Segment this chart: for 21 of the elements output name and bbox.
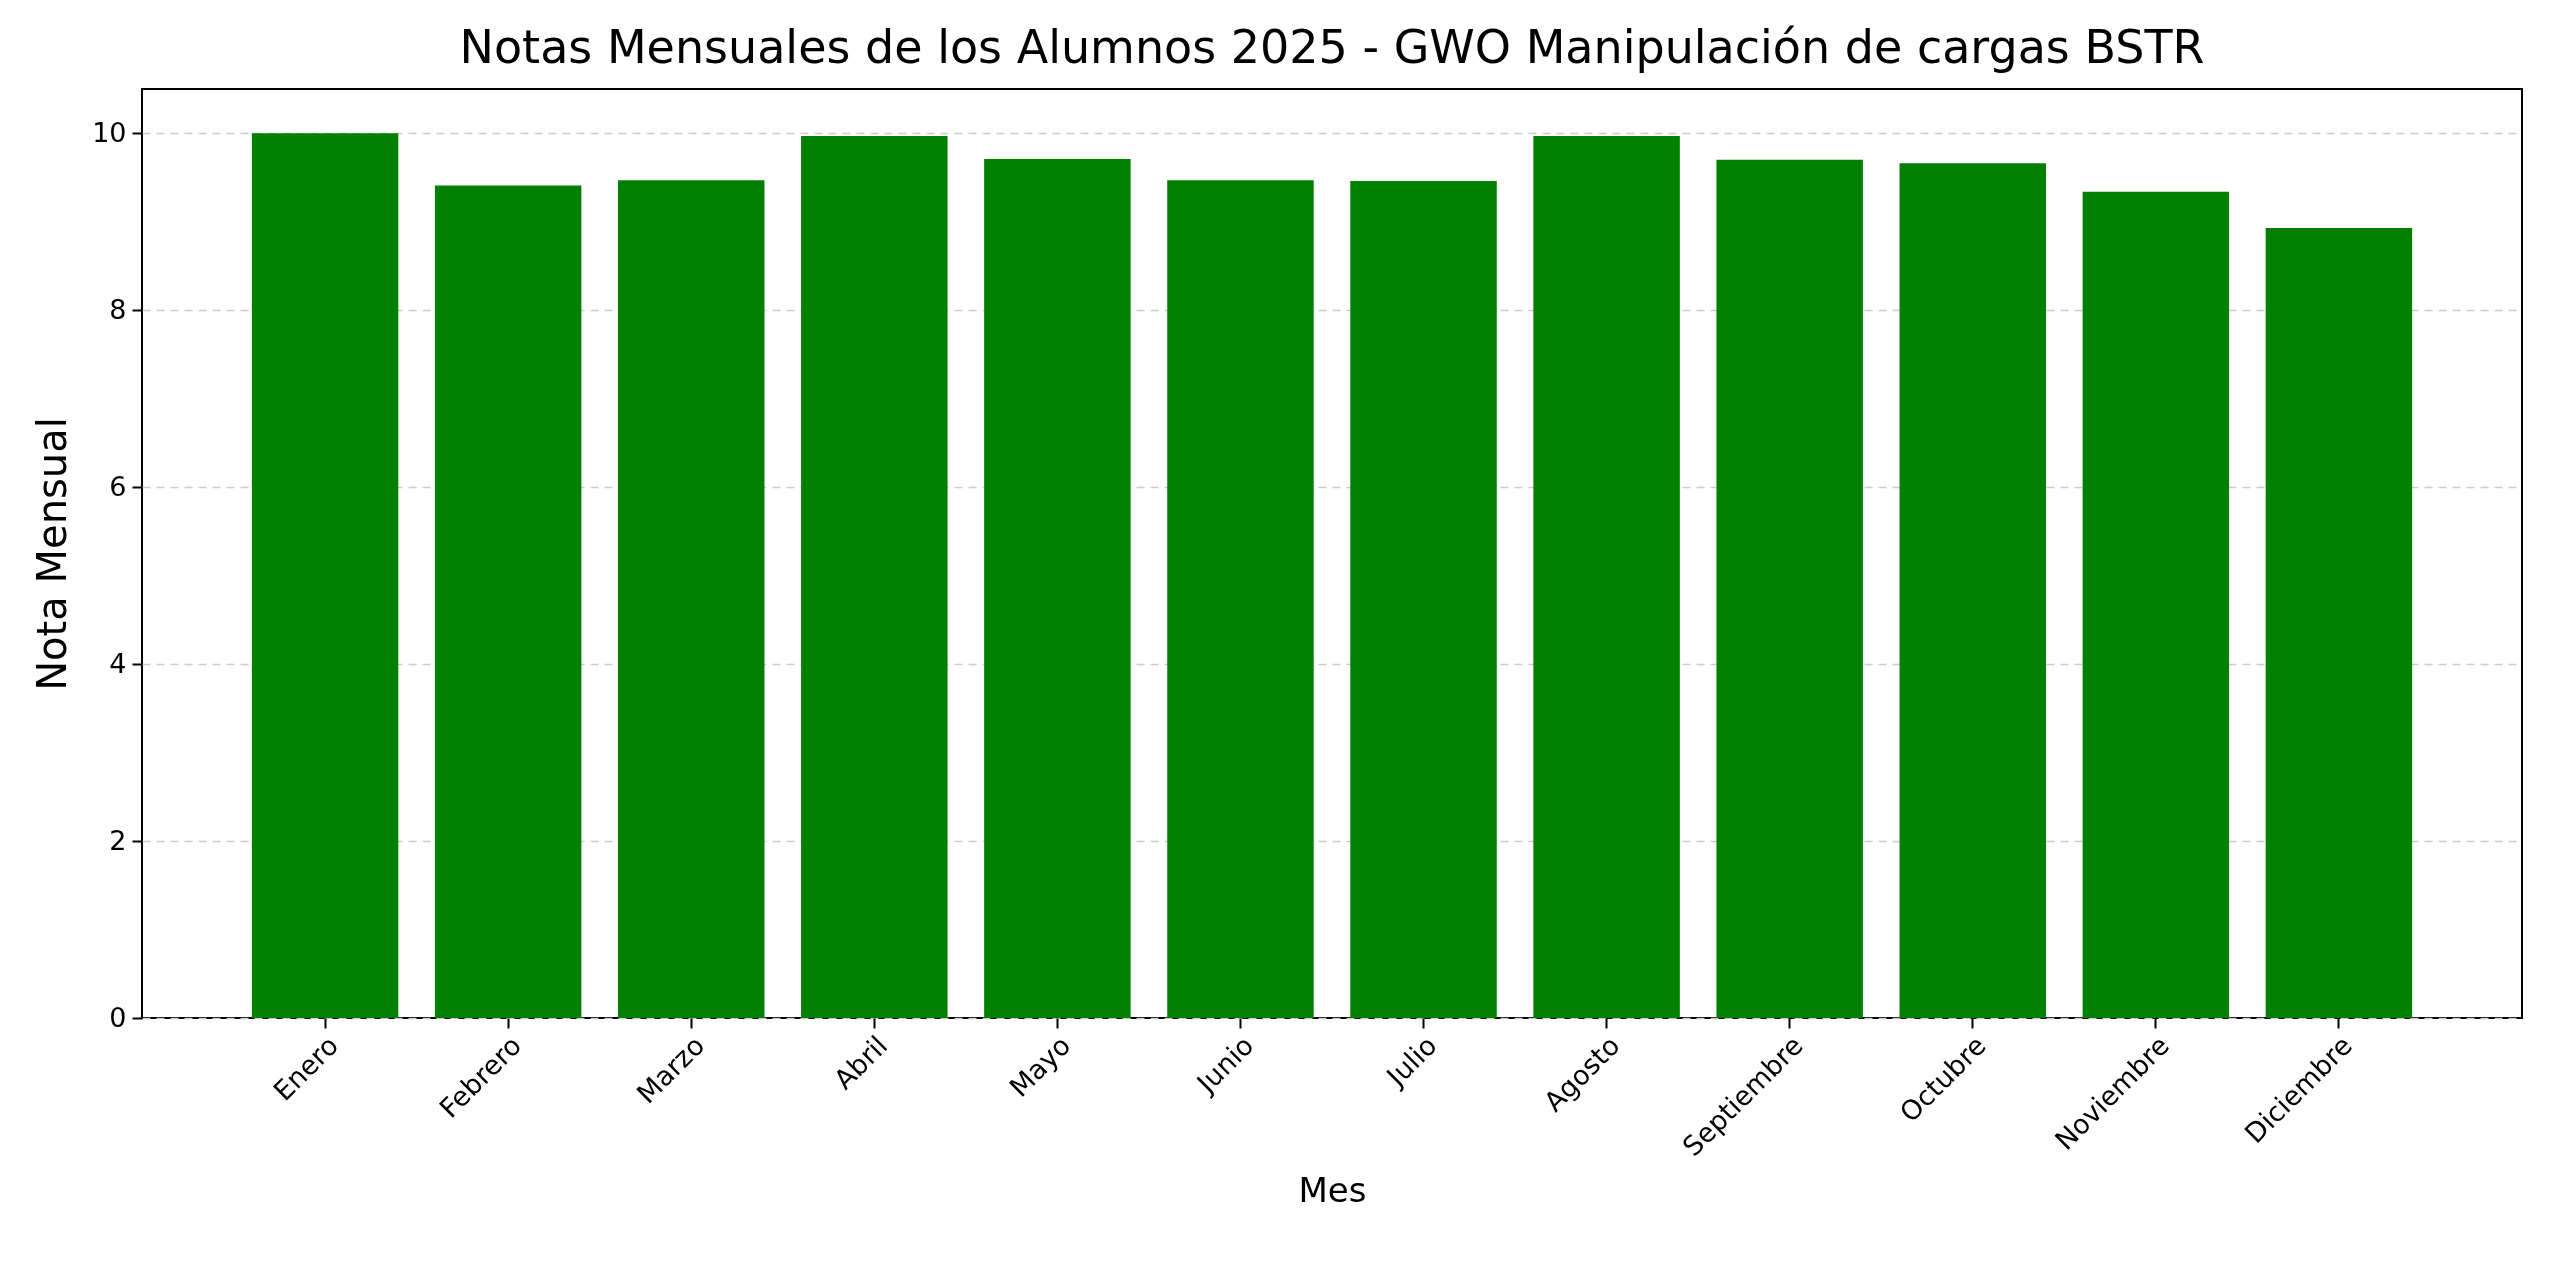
y-tick-label: 2 xyxy=(109,824,127,856)
bar xyxy=(1899,163,2046,1018)
y-tick-label: 10 xyxy=(92,116,127,148)
bar xyxy=(1716,159,1863,1018)
bar xyxy=(251,133,399,1018)
y-axis-title: Nota Mensual xyxy=(29,417,76,691)
bar xyxy=(2265,227,2413,1018)
bar xyxy=(618,180,765,1018)
y-tick-label: 6 xyxy=(109,470,127,502)
y-tick-label: 8 xyxy=(109,293,127,325)
x-axis-title: Mes xyxy=(1298,1170,1367,1211)
chart-title: Notas Mensuales de los Alumnos 2025 - GWO Manipulación de cargas BSTR xyxy=(459,20,2205,74)
y-tick-label: 4 xyxy=(109,647,127,679)
bar xyxy=(434,185,582,1018)
bar xyxy=(2082,191,2230,1018)
bar xyxy=(1533,135,1680,1018)
bar xyxy=(1350,181,1497,1018)
bar xyxy=(1167,180,1314,1018)
bar xyxy=(801,135,948,1018)
bar xyxy=(984,158,1131,1018)
y-tick-label: 0 xyxy=(109,1001,127,1033)
